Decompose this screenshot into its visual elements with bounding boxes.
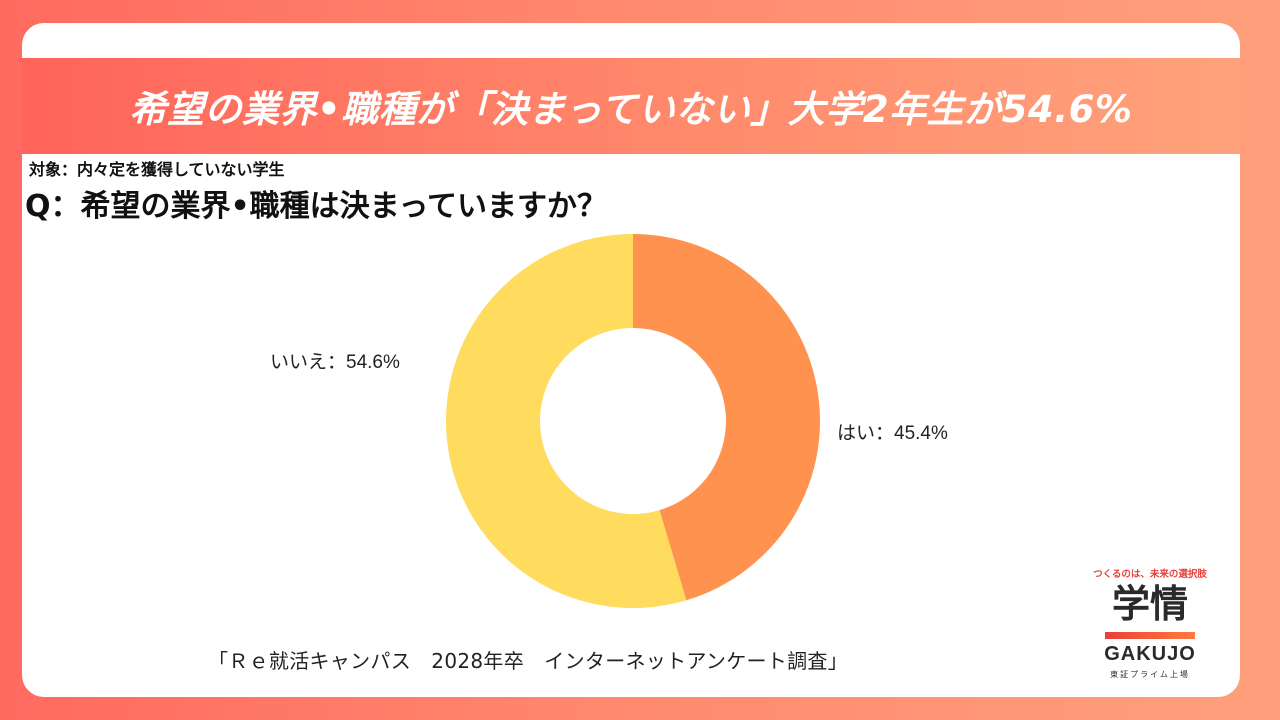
donut-slice-no [446,234,687,609]
title-banner: 希望の業界•職種が「決まっていない」大学2年生が54.6% [22,58,1240,154]
donut-slice-yes [633,234,821,601]
donut-chart: はい：45.4% いいえ：54.6% [270,234,948,609]
logo-listing: 東証プライム上場 [1110,670,1190,679]
banner-title: 希望の業界•職種が「決まっていない」大学2年生が54.6% [129,88,1133,131]
survey-question: Q：希望の業界•職種は決まっていますか？ [25,189,607,224]
slice-label-no: いいえ：54.6% [270,352,400,373]
source-note: 「Ｒｅ就活キャンパス 2028年卒 インターネットアンケート調査」 [208,649,848,673]
logo-name: GAKUJO [1104,643,1196,665]
gakujo-logo: つくるのは、未来の選択肢 学情 GAKUJO 東証プライム上場 [1085,566,1215,691]
logo-mark: 学情 [1111,582,1188,626]
survey-target-note: 対象：内々定を獲得していない学生 [29,160,285,179]
logo-bar [1105,632,1195,639]
logo-tagline: つくるのは、未来の選択肢 [1093,569,1207,580]
slice-label-yes: はい：45.4% [837,423,948,444]
content-card: 希望の業界•職種が「決まっていない」大学2年生が54.6% 対象：内々定を獲得し… [22,23,1240,697]
